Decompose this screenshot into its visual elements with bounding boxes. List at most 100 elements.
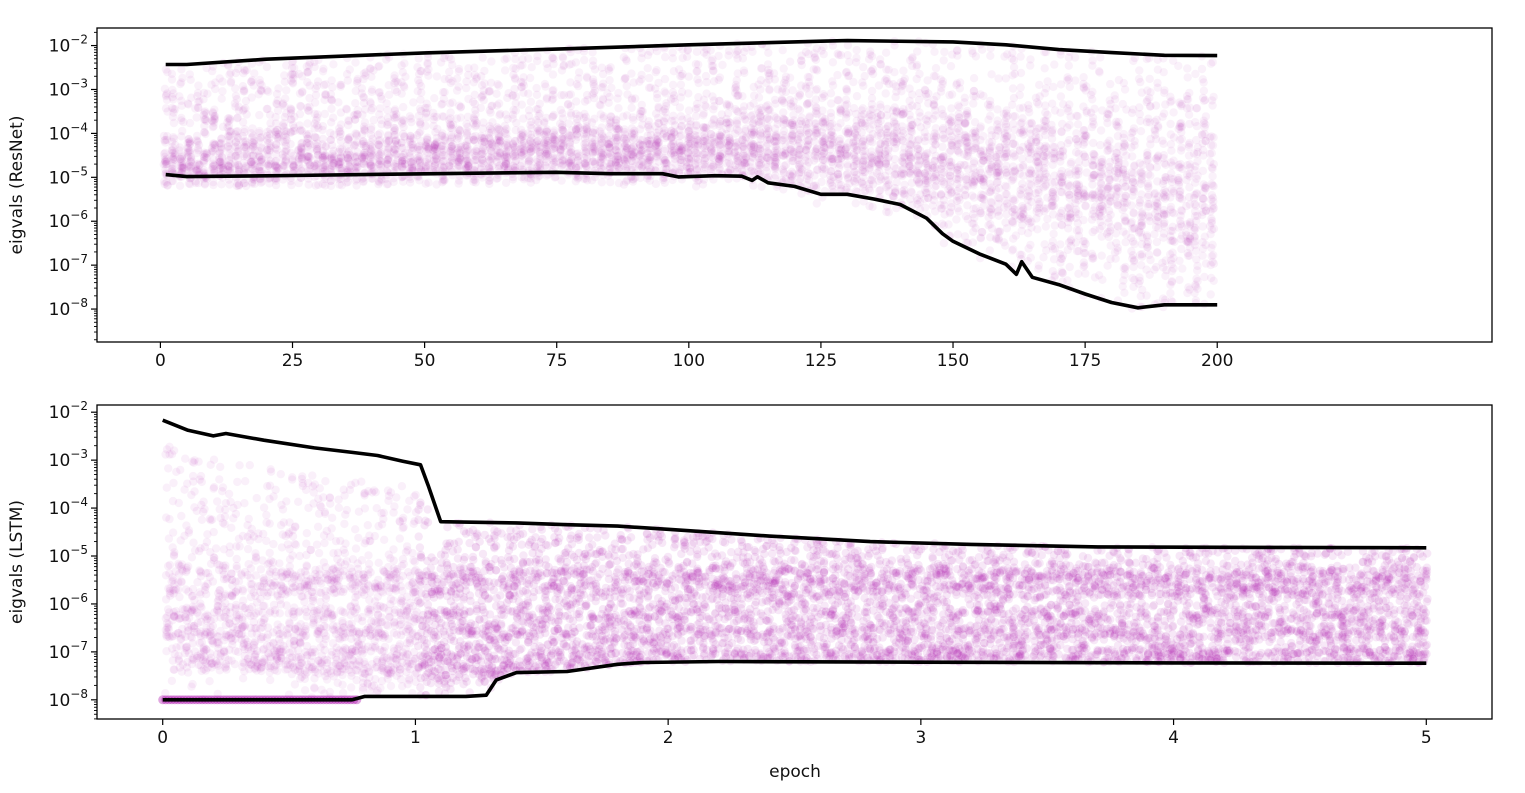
- scatter-point: [699, 123, 708, 132]
- scatter-point: [296, 126, 305, 135]
- scatter-point: [754, 144, 763, 153]
- scatter-point: [676, 93, 685, 102]
- scatter-point: [161, 157, 170, 167]
- scatter-point: [313, 155, 322, 164]
- scatter-point: [297, 153, 306, 163]
- scatter-point: [953, 204, 962, 213]
- scatter-point: [272, 166, 281, 176]
- scatter-point: [468, 97, 478, 107]
- scatter-point: [209, 162, 218, 171]
- scatter-point: [1023, 229, 1033, 238]
- scatter-point: [175, 146, 184, 155]
- scatter-point: [225, 162, 234, 171]
- scatter-point: [225, 149, 234, 158]
- scatter-point: [304, 157, 313, 166]
- scatter-point: [208, 162, 217, 172]
- scatter-point: [302, 130, 311, 139]
- scatter-point: [651, 84, 660, 93]
- scatter-point: [571, 109, 581, 119]
- scatter-point: [178, 161, 187, 170]
- scatter-point: [328, 83, 337, 92]
- scatter-point: [818, 137, 827, 146]
- scatter-point: [904, 145, 914, 155]
- scatter-point: [827, 130, 836, 140]
- scatter-point: [478, 53, 487, 62]
- scatter-point: [264, 161, 273, 170]
- scatter-point: [326, 176, 335, 186]
- scatter-point: [263, 139, 272, 148]
- scatter-point: [160, 136, 169, 145]
- scatter-point: [652, 151, 661, 161]
- scatter-point: [297, 144, 306, 153]
- scatter-point: [991, 234, 1001, 243]
- scatter-point: [288, 120, 298, 130]
- scatter-point: [833, 169, 843, 178]
- scatter-point: [234, 165, 244, 174]
- scatter-point: [168, 154, 177, 163]
- scatter-point: [993, 171, 1002, 181]
- scatter-point: [271, 161, 280, 171]
- scatter-point: [297, 145, 306, 154]
- scatter-point: [210, 166, 219, 176]
- scatter-point: [263, 135, 272, 144]
- scatter-point: [216, 157, 225, 166]
- scatter-point: [961, 131, 970, 140]
- scatter-point: [375, 87, 384, 97]
- scatter-point: [176, 161, 185, 171]
- scatter-point: [968, 238, 978, 247]
- scatter-point: [849, 77, 858, 87]
- scatter-point: [1048, 237, 1058, 246]
- scatter-point: [246, 157, 256, 166]
- scatter-point: [746, 130, 755, 140]
- scatter-point: [1063, 213, 1072, 223]
- scatter-point: [321, 151, 330, 160]
- scatter-point: [967, 178, 977, 187]
- scatter-point: [1024, 101, 1033, 110]
- scatter-point: [374, 62, 383, 71]
- scatter-point: [809, 65, 818, 74]
- scatter-point: [397, 157, 407, 166]
- scatter-point: [834, 51, 843, 60]
- scatter-point: [192, 113, 201, 122]
- scatter-point: [828, 58, 838, 67]
- scatter-point: [217, 145, 227, 154]
- scatter-point: [930, 182, 939, 191]
- scatter-point: [256, 178, 266, 187]
- scatter-point: [168, 161, 177, 171]
- scatter-point: [215, 74, 224, 83]
- scatter-point: [297, 164, 306, 173]
- scatter-point: [692, 165, 701, 174]
- scatter-point: [167, 164, 177, 174]
- scatter-point: [176, 154, 185, 164]
- scatter-point: [209, 118, 219, 127]
- scatter-point: [201, 114, 210, 124]
- scatter-point: [1000, 52, 1009, 61]
- scatter-point: [280, 112, 289, 122]
- scatter-point: [480, 66, 489, 76]
- scatter-point: [1025, 108, 1034, 117]
- scatter-point: [928, 163, 937, 173]
- scatter-point: [273, 145, 282, 154]
- scatter-point: [255, 110, 264, 120]
- scatter-point: [202, 149, 212, 158]
- scatter-point: [706, 46, 715, 55]
- scatter-point: [985, 246, 994, 255]
- scatter-point: [240, 127, 249, 137]
- scatter-point: [524, 174, 533, 183]
- scatter-point: [257, 86, 266, 96]
- scatter-point: [818, 149, 828, 159]
- scatter-point: [246, 145, 255, 154]
- scatter-point: [262, 104, 271, 114]
- scatter-point: [660, 155, 669, 165]
- scatter-point: [770, 75, 779, 84]
- scatter-point: [738, 92, 747, 101]
- scatter-point: [185, 118, 195, 128]
- scatter-point: [191, 166, 200, 176]
- scatter-point: [558, 53, 568, 63]
- scatter-point: [202, 109, 211, 118]
- scatter-point: [278, 150, 287, 159]
- scatter-point: [248, 138, 257, 147]
- scatter-point: [797, 56, 806, 66]
- scatter-point: [444, 74, 454, 84]
- scatter-point: [207, 80, 216, 89]
